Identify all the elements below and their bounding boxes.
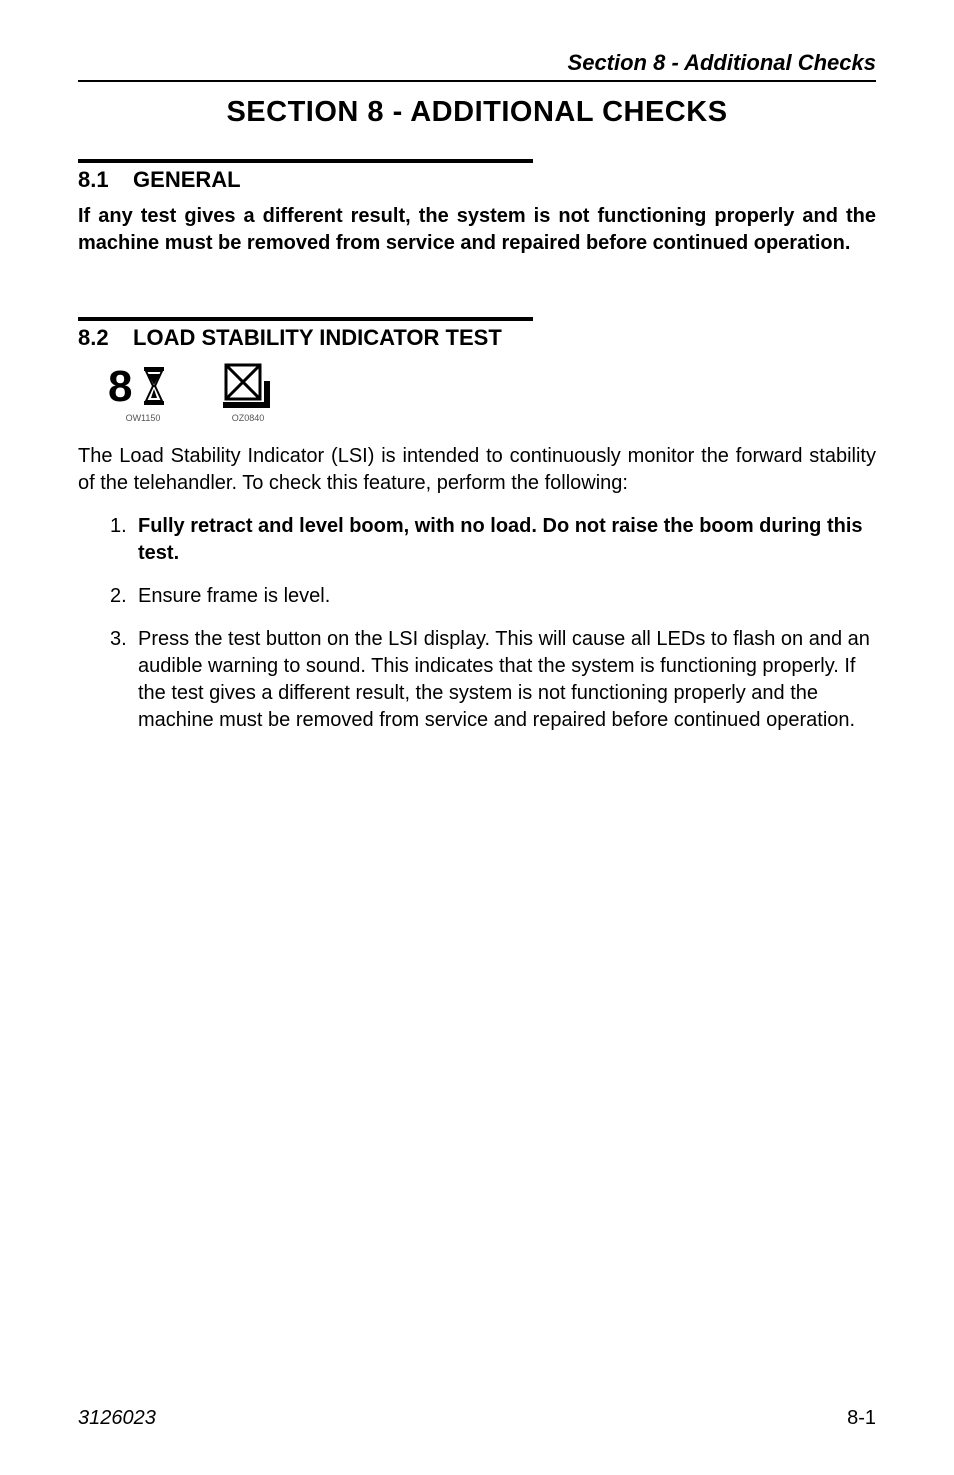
header-rule: [78, 80, 876, 82]
running-title: Section 8 - Additional Checks: [78, 50, 876, 76]
footer-page-number: 8-1: [847, 1407, 876, 1430]
section-rule: [78, 159, 533, 163]
section-number: 8.2: [78, 325, 109, 350]
icon-label: OW1150: [126, 413, 161, 423]
list-text: Ensure frame is level.: [138, 583, 876, 610]
section-rule: [78, 317, 533, 321]
list-item: 1. Fully retract and level boom, with no…: [110, 513, 876, 567]
icon-lsi-symbol: OZ0840: [218, 361, 278, 423]
section-heading-lsi: 8.2 LOAD STABILITY INDICATOR TEST: [78, 325, 876, 351]
icon-8-hourglass: 8 OW1150: [108, 361, 178, 423]
list-number: 1.: [110, 513, 138, 567]
list-text: Fully retract and level boom, with no lo…: [138, 513, 876, 567]
list-item: 2. Ensure frame is level.: [110, 583, 876, 610]
lsi-icon: [218, 361, 278, 411]
lsi-intro-paragraph: The Load Stability Indicator (LSI) is in…: [78, 443, 876, 497]
general-paragraph: If any test gives a different result, th…: [78, 203, 876, 257]
icon-label: OZ0840: [232, 413, 265, 423]
page-title: SECTION 8 - ADDITIONAL CHECKS: [78, 96, 876, 129]
procedure-list: 1. Fully retract and level boom, with no…: [110, 513, 876, 734]
page-footer: 3126023 8-1: [78, 1407, 876, 1430]
icon-number-8: 8: [108, 362, 132, 411]
list-text: Press the test button on the LSI display…: [138, 626, 876, 734]
list-number: 2.: [110, 583, 138, 610]
hourglass-icon: 8: [108, 361, 178, 411]
icons-row: 8 OW1150 OZ0840: [108, 361, 876, 423]
section-number: 8.1: [78, 167, 109, 192]
running-header: Section 8 - Additional Checks: [78, 50, 876, 82]
section-heading-general: 8.1 GENERAL: [78, 167, 876, 193]
section-title: LOAD STABILITY INDICATOR TEST: [133, 325, 502, 350]
section-title: GENERAL: [133, 167, 241, 192]
list-number: 3.: [110, 626, 138, 734]
list-item: 3. Press the test button on the LSI disp…: [110, 626, 876, 734]
footer-doc-number: 3126023: [78, 1407, 156, 1430]
